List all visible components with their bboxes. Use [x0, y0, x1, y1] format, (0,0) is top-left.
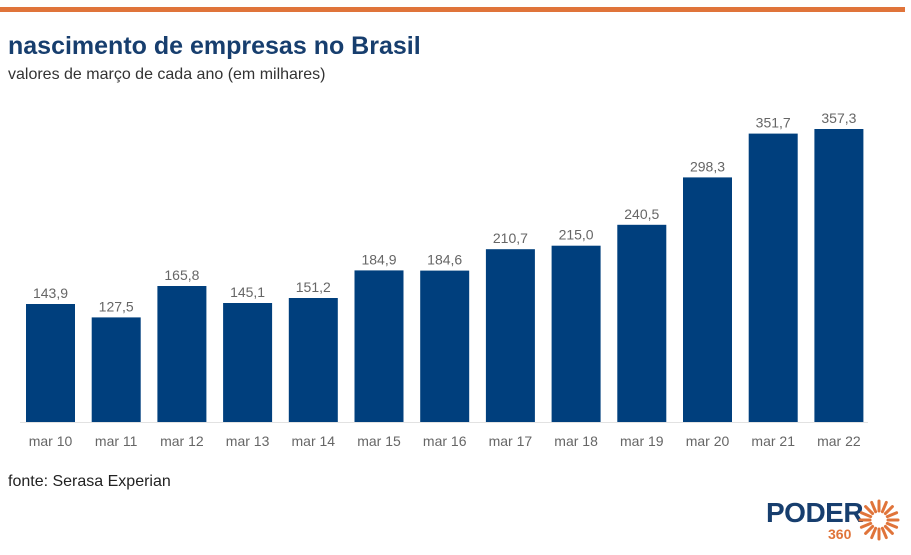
bar — [420, 270, 470, 422]
sun-ray — [880, 500, 888, 514]
x-tick-label: mar 18 — [554, 433, 598, 449]
x-tick-label: mar 11 — [95, 433, 138, 449]
bar-value-label: 165,8 — [164, 267, 199, 283]
bar — [748, 133, 798, 422]
sun-logo-icon — [858, 499, 900, 541]
bar — [354, 270, 404, 422]
bar-value-label: 298,3 — [690, 158, 725, 174]
bar — [551, 245, 601, 422]
bar — [157, 286, 207, 422]
chart-title: nascimento de empresas no Brasil — [8, 32, 421, 60]
sun-ray — [870, 526, 878, 540]
bar-value-label: 151,2 — [296, 279, 331, 295]
x-tick-label: mar 19 — [620, 433, 664, 449]
bar-value-label: 351,7 — [756, 115, 791, 131]
x-tick-label: mar 21 — [751, 433, 795, 449]
x-tick-label: mar 13 — [226, 433, 270, 449]
x-tick-label: mar 16 — [423, 433, 467, 449]
bar-value-label: 215,0 — [559, 227, 594, 243]
x-tick-label: mar 14 — [292, 433, 336, 449]
top-accent-bar — [0, 7, 905, 12]
sun-ray — [885, 521, 899, 529]
sun-ray — [885, 511, 899, 519]
chart-subtitle: valores de março de cada ano (em milhare… — [8, 66, 326, 83]
x-tick-label: mar 20 — [686, 433, 730, 449]
sun-ray — [870, 500, 878, 514]
bar-value-label: 184,9 — [361, 251, 396, 267]
x-tick-label: mar 17 — [489, 433, 533, 449]
bar-value-label: 143,9 — [33, 285, 68, 301]
bar — [814, 129, 864, 422]
sun-ray — [864, 524, 875, 535]
bar — [223, 303, 273, 422]
sun-ray — [864, 505, 875, 516]
bar — [26, 304, 75, 422]
bar — [485, 249, 535, 422]
bar-value-label: 240,5 — [624, 206, 659, 222]
bar — [683, 177, 732, 422]
logo-number: 360 — [828, 526, 852, 542]
logo-word: PODER — [766, 497, 864, 528]
bar-value-label: 357,3 — [821, 110, 856, 126]
x-tick-label: mar 12 — [160, 433, 204, 449]
sun-ray — [883, 524, 894, 535]
x-tick-label: mar 22 — [817, 433, 861, 449]
bar-value-label: 145,1 — [230, 284, 265, 300]
bar — [288, 298, 338, 422]
source-note: fonte: Serasa Experian — [8, 473, 171, 490]
sun-ray — [859, 511, 873, 519]
bar-chart: 143,9 mar 10 127,5 mar 11 165,8 mar 12 145,1 ma… — [20, 110, 868, 449]
bar-value-label: 210,7 — [493, 230, 528, 246]
x-tick-label: mar 15 — [357, 433, 401, 449]
bar-value-label: 127,5 — [99, 298, 134, 314]
bar-value-label: 184,6 — [427, 252, 462, 268]
poder360-logo: PODER 360 — [766, 497, 906, 545]
bar — [617, 224, 667, 422]
bar — [91, 317, 141, 422]
sun-ray — [883, 505, 894, 516]
sun-ray — [859, 521, 873, 529]
sun-ray — [880, 526, 888, 540]
x-tick-label: mar 10 — [29, 433, 73, 449]
